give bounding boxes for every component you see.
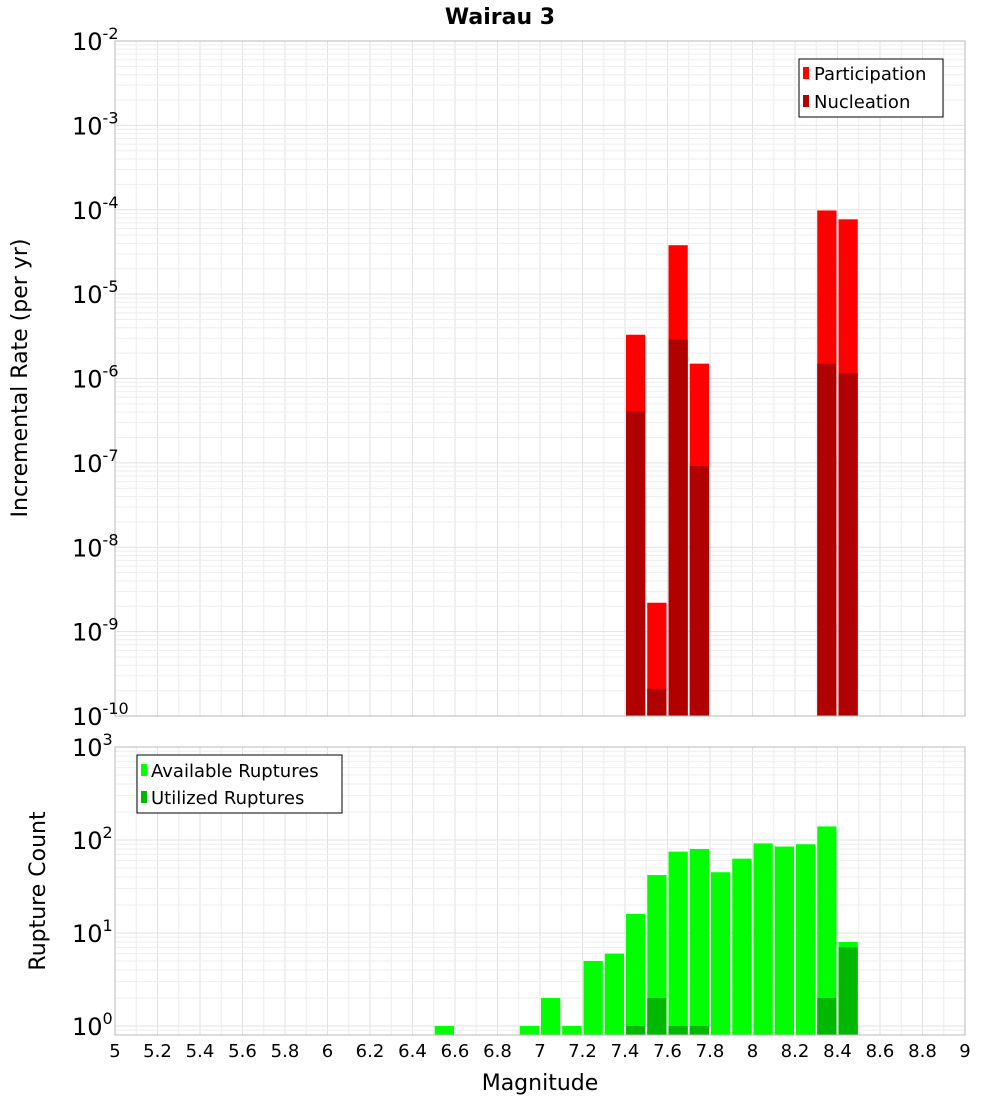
x-tick-label: 6.6	[441, 1041, 470, 1062]
count-legend-box	[136, 754, 343, 814]
count-plot-bars	[434, 826, 858, 1035]
x-tick-label: 7.8	[696, 1041, 725, 1062]
rate-y-tick-label: 10-10	[72, 699, 129, 731]
count-plot-frame	[114, 746, 966, 1036]
x-tick-label: 8.8	[908, 1041, 937, 1062]
legend-swatch-available	[141, 764, 147, 776]
participation-bar	[647, 602, 667, 716]
rate-y-tick-label: 10-6	[72, 362, 119, 394]
x-tick-label: 6	[322, 1041, 333, 1062]
nucleation-bar	[838, 373, 858, 716]
count-y-axis-label: Rupture Count	[26, 811, 51, 971]
x-tick-label: 7.6	[653, 1041, 682, 1062]
nucleation-bar	[689, 465, 709, 716]
x-tick-label: 6.2	[356, 1041, 385, 1062]
rate-y-tick-label: 10-4	[72, 193, 119, 225]
magnitude-x-ticks: 5 5.2 5.4 5.6 5.8 6 6.2 6.4 6.6 6.8 7 7.2 7.4 7.6 7.8 8…	[109, 1041, 970, 1062]
x-tick-label: 5.8	[271, 1041, 300, 1062]
x-tick-label: 5.4	[186, 1041, 215, 1062]
rate-plot-grid	[114, 41, 966, 717]
x-tick-label: 5.6	[228, 1041, 257, 1062]
available-ruptures-bar	[711, 872, 731, 1035]
available-ruptures-bar	[753, 843, 773, 1035]
nucleation-bar	[668, 339, 688, 716]
x-tick-label: 8.6	[866, 1041, 895, 1062]
nucleation-bar	[626, 411, 646, 716]
available-ruptures-bar	[541, 997, 561, 1035]
count-plot-y-ticks: 100 101 102 103	[72, 730, 113, 1041]
x-tick-label: 8.2	[781, 1041, 810, 1062]
available-ruptures-bar	[689, 849, 709, 1035]
available-ruptures-bar	[604, 953, 624, 1035]
rate-legend-box	[798, 58, 944, 118]
legend-label-utilized: Utilized Ruptures	[151, 788, 304, 809]
available-ruptures-bar	[434, 1025, 454, 1035]
available-ruptures-bar	[519, 1025, 539, 1035]
rate-legend: Participation Nucleation	[798, 58, 944, 118]
rate-plot-frame	[114, 40, 966, 717]
x-tick-label: 8.4	[823, 1041, 852, 1062]
x-tick-label: 6.4	[398, 1041, 427, 1062]
count-y-tick-label: 102	[72, 823, 113, 855]
x-tick-label: 9	[959, 1041, 970, 1062]
rate-y-tick-label: 10-7	[72, 446, 119, 478]
rate-y-tick-label: 10-8	[72, 530, 119, 562]
available-ruptures-bar	[562, 1025, 582, 1035]
available-ruptures-bar	[668, 851, 688, 1035]
x-tick-label: 7.4	[611, 1041, 640, 1062]
legend-label-available: Available Ruptures	[151, 761, 319, 782]
legend-swatch-participation	[803, 67, 809, 79]
nucleation-bar	[647, 688, 667, 716]
utilized-ruptures-bar	[647, 997, 667, 1035]
utilized-ruptures-bar	[689, 1025, 709, 1035]
x-tick-label: 5	[109, 1041, 120, 1062]
count-y-tick-label: 100	[72, 1009, 113, 1041]
legend-swatch-utilized	[141, 791, 147, 803]
utilized-ruptures-bar	[838, 947, 858, 1035]
count-y-tick-label: 101	[72, 916, 113, 948]
rate-y-axis-label: Incremental Rate (per yr)	[8, 239, 33, 518]
legend-label-nucleation: Nucleation	[814, 92, 910, 113]
available-ruptures-bar	[732, 858, 752, 1035]
legend-swatch-nucleation	[803, 95, 809, 107]
rate-plot-bars	[626, 210, 858, 717]
available-ruptures-bar	[583, 960, 603, 1035]
available-ruptures-bar	[817, 826, 837, 1035]
x-tick-label: 5.2	[143, 1041, 172, 1062]
rate-y-tick-label: 10-2	[72, 24, 119, 56]
nucleation-bar	[817, 363, 837, 716]
x-tick-label: 7	[534, 1041, 545, 1062]
x-axis-label: Magnitude	[482, 1071, 599, 1096]
rate-plot-y-ticks: 10-10 10-9 10-8 10-7 10-6 10-5 10-4 10-3 10-2	[72, 24, 129, 731]
rate-y-tick-label: 10-3	[72, 108, 119, 140]
x-tick-label: 8	[747, 1041, 758, 1062]
x-tick-label: 6.8	[483, 1041, 512, 1062]
count-y-tick-label: 103	[72, 730, 113, 762]
count-legend: Available Ruptures Utilized Ruptures	[136, 754, 343, 814]
available-ruptures-bar	[796, 844, 816, 1035]
available-ruptures-bar	[774, 846, 794, 1035]
utilized-ruptures-bar	[817, 997, 837, 1035]
x-tick-label: 7.2	[568, 1041, 597, 1062]
rate-y-tick-label: 10-5	[72, 277, 119, 309]
chart-title: Wairau 3	[445, 5, 555, 30]
available-ruptures-bar	[626, 914, 646, 1035]
legend-label-participation: Participation	[814, 64, 926, 85]
rate-y-tick-label: 10-9	[72, 615, 119, 647]
available-ruptures-bar	[647, 875, 667, 1035]
utilized-ruptures-bar	[668, 1025, 688, 1035]
utilized-ruptures-bar	[626, 1025, 646, 1035]
